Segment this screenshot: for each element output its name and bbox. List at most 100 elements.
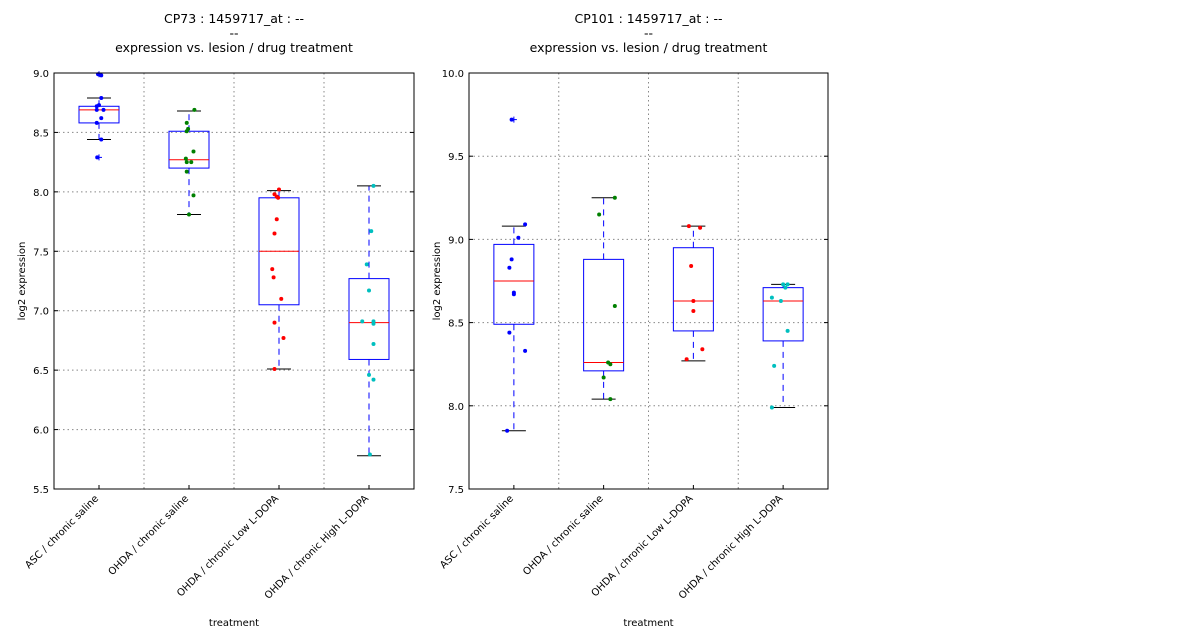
y-tick-label: 8.0 — [33, 188, 49, 199]
x-tick-label: OHDA / chronic High L-DOPA — [263, 493, 371, 601]
data-point — [101, 107, 106, 112]
y-tick-label: 10.0 — [442, 69, 464, 80]
y-tick-label: 7.0 — [33, 307, 49, 318]
data-point — [99, 73, 104, 78]
data-point — [772, 363, 777, 368]
data-point — [686, 224, 691, 229]
data-point — [509, 257, 514, 262]
data-point — [367, 372, 371, 377]
data-point — [369, 229, 374, 234]
data-point — [785, 282, 790, 287]
y-tick-label: 8.0 — [448, 402, 464, 413]
data-point — [509, 117, 514, 122]
y-axis-label: log2 expression — [432, 242, 443, 321]
chart-title-line: CP73 : 1459717_at : -- — [164, 11, 304, 26]
data-point — [272, 366, 277, 371]
data-point — [281, 336, 286, 341]
y-tick-label: 9.0 — [448, 235, 464, 246]
box-iqr — [348, 278, 390, 360]
y-tick-label: 8.5 — [448, 319, 464, 330]
data-point — [94, 120, 99, 125]
box-iqr — [583, 258, 625, 372]
y-tick-label: 6.5 — [33, 366, 49, 377]
data-point — [367, 452, 372, 457]
data-point — [608, 397, 613, 402]
data-point — [189, 160, 194, 165]
data-point — [700, 347, 705, 352]
data-point — [698, 225, 703, 230]
y-tick-label: 9.5 — [448, 152, 464, 163]
data-point — [608, 362, 613, 367]
box-3 — [672, 224, 714, 362]
data-point — [272, 320, 277, 325]
x-tick-label: OHDA / chronic saline — [521, 493, 606, 578]
data-point — [781, 282, 786, 287]
data-point — [367, 288, 371, 293]
data-point — [187, 212, 191, 217]
data-point — [184, 129, 189, 134]
data-point — [271, 275, 276, 280]
data-point — [523, 222, 528, 227]
data-point — [371, 183, 376, 188]
data-point — [612, 195, 617, 200]
data-point — [601, 375, 606, 380]
data-point — [505, 428, 510, 433]
box-4 — [762, 282, 804, 410]
data-point — [507, 265, 512, 270]
data-point — [516, 235, 521, 240]
data-point — [597, 212, 602, 217]
x-axis-label: treatment — [209, 618, 259, 629]
data-point — [270, 267, 275, 272]
chart-panel-2: CP101 : 1459717_at : ----expression vs. … — [432, 11, 829, 629]
x-axis-label: treatment — [623, 618, 673, 629]
data-point — [184, 120, 189, 125]
box-iqr — [78, 105, 120, 124]
data-point — [95, 155, 100, 160]
data-point — [277, 187, 281, 192]
data-point — [191, 149, 196, 154]
data-point — [272, 231, 277, 236]
data-point — [99, 116, 104, 121]
box-1 — [78, 71, 120, 161]
data-point — [364, 262, 369, 267]
box-2 — [168, 107, 210, 217]
data-point — [769, 405, 774, 410]
data-point — [184, 160, 189, 165]
chart-title-line: CP101 : 1459717_at : -- — [575, 11, 723, 26]
data-point — [94, 107, 99, 112]
data-point — [192, 107, 197, 112]
y-tick-label: 8.5 — [33, 128, 49, 139]
data-point — [360, 319, 365, 324]
box-iqr — [672, 247, 714, 332]
data-point — [523, 348, 528, 353]
chart-title-line: -- — [644, 26, 653, 41]
y-tick-label: 6.0 — [33, 426, 49, 437]
data-point — [684, 357, 689, 362]
data-point — [371, 341, 376, 346]
x-tick-label: OHDA / chronic Low L-DOPA — [590, 493, 696, 599]
data-point — [99, 95, 104, 100]
data-point — [778, 298, 783, 303]
box-iqr — [493, 243, 535, 325]
y-axis-label: log2 expression — [17, 242, 28, 321]
data-point — [783, 285, 788, 290]
y-tick-label: 7.5 — [33, 247, 49, 258]
data-point — [785, 328, 790, 333]
chart-title-line: expression vs. lesion / drug treatment — [115, 40, 353, 55]
y-tick-label: 5.5 — [33, 485, 49, 496]
box-1 — [493, 116, 535, 433]
plot-frame — [53, 72, 415, 490]
box-3 — [258, 187, 300, 371]
data-point — [274, 217, 279, 222]
data-point — [184, 169, 189, 174]
box-4 — [348, 183, 390, 457]
data-point — [183, 156, 188, 161]
x-tick-label: OHDA / chronic saline — [107, 493, 192, 578]
data-point — [691, 308, 696, 313]
box-iqr — [168, 130, 210, 169]
chart-title-line: -- — [229, 26, 238, 41]
box-iqr — [762, 287, 804, 342]
chart-panel-1: CP73 : 1459717_at : ----expression vs. l… — [17, 11, 415, 629]
y-tick-label: 7.5 — [448, 485, 464, 496]
chart-title-line: expression vs. lesion / drug treatment — [530, 40, 768, 55]
